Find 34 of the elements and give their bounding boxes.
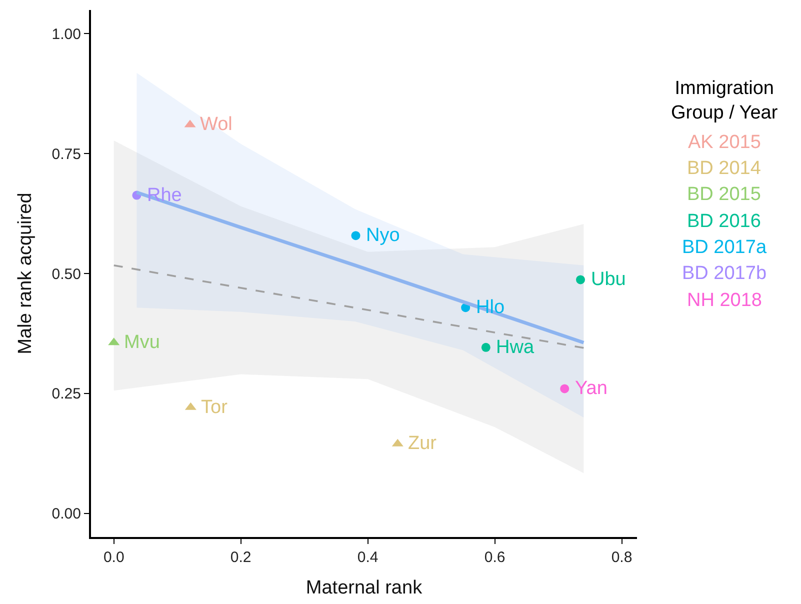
point bbox=[351, 231, 360, 240]
annotation: Tor bbox=[201, 397, 228, 418]
text: BD 2016 bbox=[687, 211, 761, 232]
text: NH 2018 bbox=[687, 290, 762, 311]
legend-title: Immigration Group / Year bbox=[671, 78, 778, 124]
text: BD 2014 bbox=[687, 158, 762, 179]
x-axis-title: Maternal rank bbox=[306, 577, 423, 598]
annotation: Nyo bbox=[366, 225, 400, 246]
annotation: Mvu bbox=[124, 332, 160, 353]
annotation: Zur bbox=[408, 433, 438, 454]
annotation: Hlo bbox=[476, 297, 505, 318]
point bbox=[576, 275, 585, 284]
x-tick-label: 0.8 bbox=[611, 549, 632, 566]
annotation: Yan bbox=[575, 378, 608, 399]
y-tick-label: 0.25 bbox=[52, 386, 81, 403]
annotation: Wol bbox=[200, 114, 232, 135]
x-tick-label: 0.6 bbox=[484, 549, 506, 566]
point bbox=[481, 342, 490, 352]
annotation: Ubu bbox=[591, 269, 626, 290]
y-tick-label: 0.50 bbox=[52, 266, 81, 283]
text: BD 2017b bbox=[682, 263, 767, 284]
text: BD 2015 bbox=[687, 184, 761, 205]
point bbox=[560, 384, 570, 394]
text: BD 2017a bbox=[682, 237, 767, 258]
annotation: Hwa bbox=[496, 337, 534, 358]
annotation: Rhe bbox=[147, 185, 182, 206]
y-axis-title: Male rank acquired bbox=[15, 192, 36, 354]
x-tick-label: 0.2 bbox=[230, 549, 252, 566]
x-tick-label: 0.0 bbox=[103, 549, 124, 566]
text: AK 2015 bbox=[688, 132, 761, 153]
y-tick-label: 0.75 bbox=[52, 146, 81, 163]
y-tick-label: 1.00 bbox=[52, 26, 81, 43]
y-tick-label: 0.00 bbox=[52, 506, 81, 523]
x-tick-label: 0.4 bbox=[357, 549, 378, 566]
